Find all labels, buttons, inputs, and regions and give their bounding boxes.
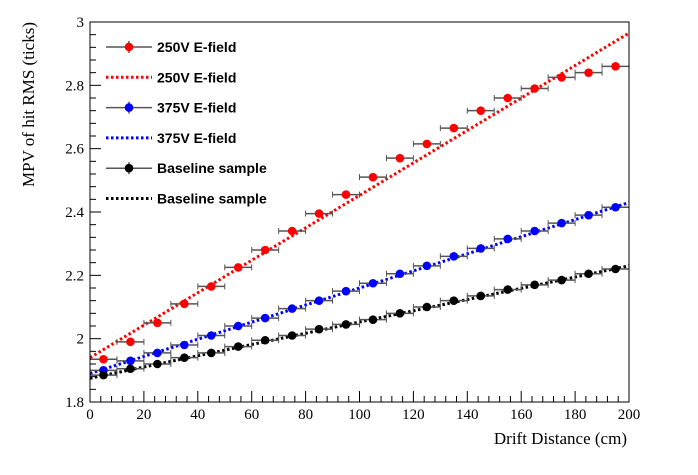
data-point xyxy=(180,340,189,350)
data-point xyxy=(503,234,513,244)
data-point xyxy=(314,324,324,334)
data-point xyxy=(126,356,135,366)
x-tick-label: 80 xyxy=(298,407,313,423)
legend-label: Baseline sample xyxy=(157,160,267,176)
data-point xyxy=(584,68,593,77)
legend-label: 250V E-field xyxy=(157,69,236,85)
legend-label: 375V E-field xyxy=(157,100,236,116)
data-point xyxy=(287,304,297,313)
data-point xyxy=(341,190,351,199)
data-point xyxy=(503,285,513,294)
data-point xyxy=(314,209,324,218)
legend-label: 250V E-field xyxy=(157,39,236,55)
x-tick-label: 120 xyxy=(402,407,425,423)
data-point xyxy=(260,245,270,255)
legend-marker xyxy=(124,42,134,52)
data-point xyxy=(180,299,189,309)
y-axis-title: MPV of hit RMS (ticks) xyxy=(19,22,38,187)
data-point xyxy=(395,269,405,279)
data-point xyxy=(287,331,297,340)
data-point xyxy=(557,218,566,228)
legend-label: 375V E-field xyxy=(157,130,236,146)
data-point xyxy=(287,226,297,236)
data-point xyxy=(584,210,593,220)
data-point xyxy=(611,264,620,274)
x-tick-label: 60 xyxy=(244,407,259,423)
data-point xyxy=(368,172,378,182)
x-tick-label: 40 xyxy=(190,407,205,423)
data-point xyxy=(126,337,135,347)
legend-marker xyxy=(124,163,134,173)
y-tick-label: 2.4 xyxy=(65,205,84,221)
x-tick-label: 140 xyxy=(456,407,479,423)
data-point xyxy=(476,106,486,115)
y-tick-label: 2.2 xyxy=(65,268,84,284)
x-tick-label: 100 xyxy=(348,407,371,423)
y-tick-label: 3 xyxy=(77,15,85,31)
data-point xyxy=(206,348,216,358)
data-point xyxy=(557,275,566,285)
data-point xyxy=(530,280,539,290)
data-point xyxy=(233,321,243,331)
data-point xyxy=(153,348,162,358)
data-point xyxy=(99,370,108,380)
data-point xyxy=(206,282,216,291)
data-point xyxy=(260,335,270,345)
x-tick-label: 200 xyxy=(618,407,641,423)
data-point xyxy=(395,153,405,163)
y-tick-label: 2 xyxy=(77,332,85,348)
data-point xyxy=(153,359,162,369)
data-point xyxy=(530,84,539,93)
data-point xyxy=(395,309,405,318)
data-point xyxy=(530,226,539,236)
data-point xyxy=(449,123,459,133)
data-point xyxy=(341,286,351,296)
data-point xyxy=(180,353,189,362)
data-point xyxy=(206,331,216,340)
data-point xyxy=(233,263,243,272)
data-point xyxy=(368,278,378,288)
legend: 250V E-field 250V E-field 375V E-field 375V… xyxy=(106,39,267,207)
data-point xyxy=(153,318,162,328)
x-tick-label: 180 xyxy=(564,407,587,423)
data-point xyxy=(99,354,108,364)
y-tick-label: 2.6 xyxy=(65,142,84,158)
x-tick-label: 160 xyxy=(510,407,533,423)
x-tick-label: 20 xyxy=(136,407,151,423)
data-point xyxy=(476,291,486,301)
y-tick-label: 1.8 xyxy=(65,395,84,411)
data-point xyxy=(314,296,324,305)
legend-marker xyxy=(124,103,134,112)
data-point xyxy=(584,269,593,279)
x-tick-label: 0 xyxy=(86,407,94,423)
x-axis-title: Drift Distance (cm) xyxy=(494,429,627,448)
data-point xyxy=(341,320,351,329)
data-point xyxy=(449,296,459,305)
axis-ticks: 0 20 40 60 80 100 120 140 160 180 200 1.8 2 2.2 2.4 2.6… xyxy=(65,15,640,423)
data-point xyxy=(503,93,513,103)
data-point xyxy=(260,313,270,323)
data-point xyxy=(476,244,486,253)
data-layer xyxy=(89,31,630,380)
data-point xyxy=(368,315,378,324)
data-point xyxy=(126,364,135,374)
data-point xyxy=(233,342,243,351)
data-point xyxy=(557,73,566,82)
data-point xyxy=(422,302,432,312)
legend-label: Baseline sample xyxy=(157,191,267,207)
y-tick-label: 2.8 xyxy=(65,78,84,94)
data-point xyxy=(611,62,620,71)
data-point xyxy=(449,252,459,261)
data-point xyxy=(422,261,432,271)
data-point xyxy=(611,202,620,212)
data-point xyxy=(422,139,432,149)
